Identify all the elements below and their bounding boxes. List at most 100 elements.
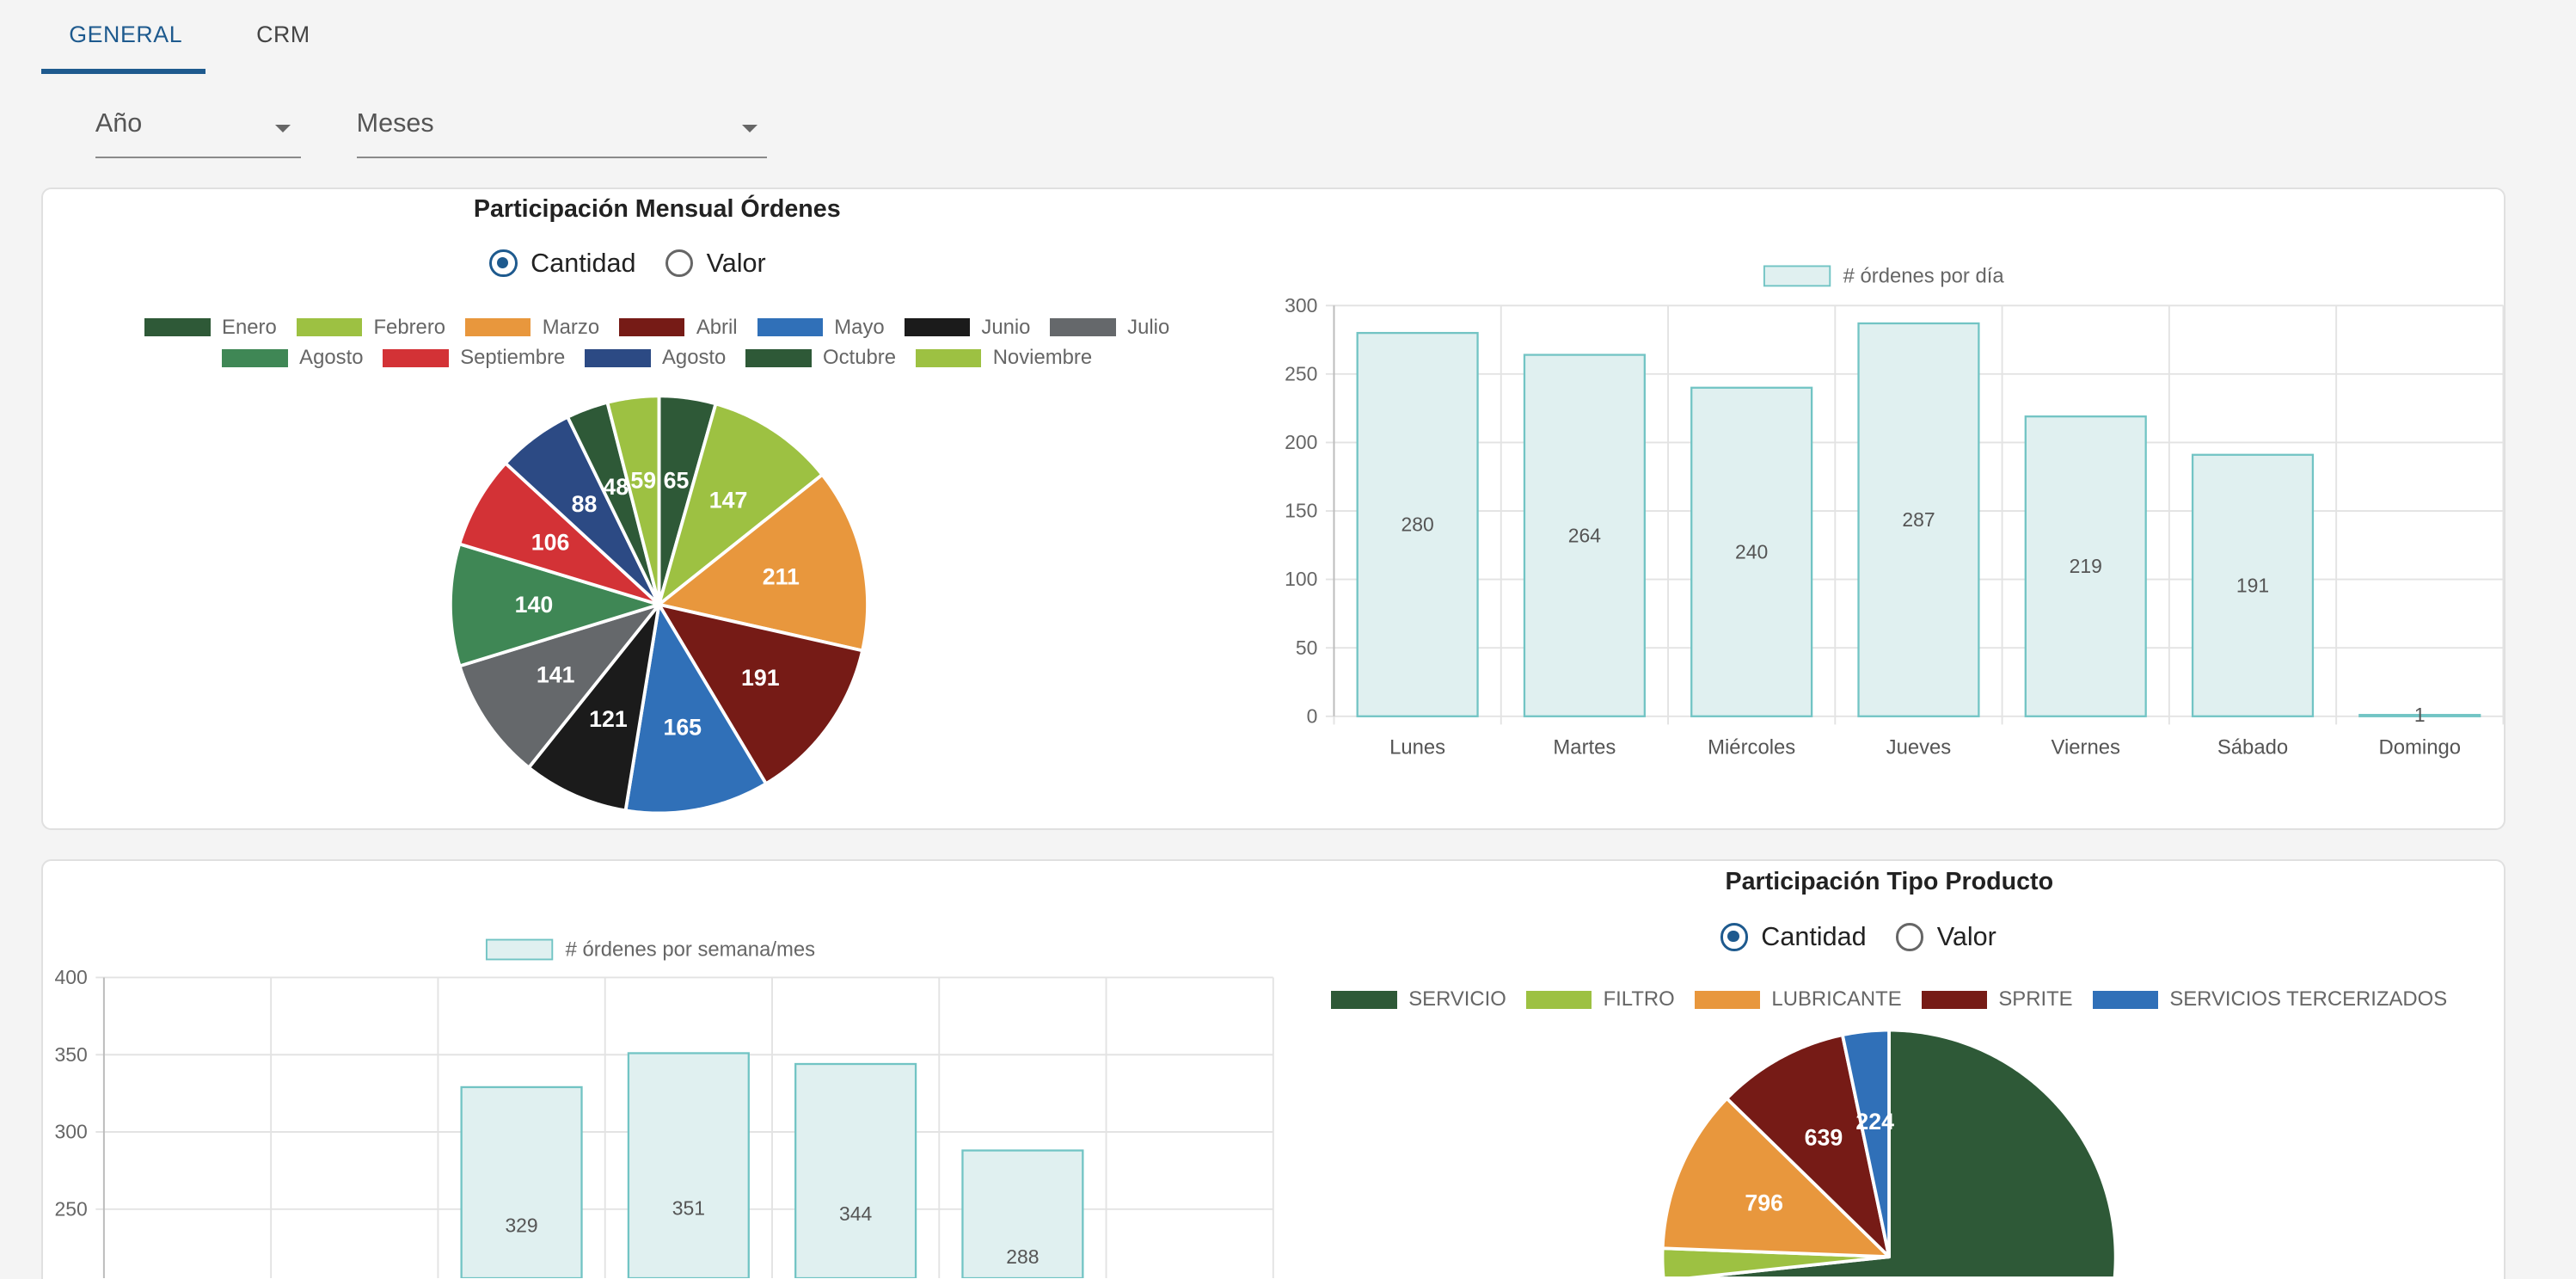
bar-group: 329 351 344 288 bbox=[460, 1052, 1084, 1278]
pie-slice bbox=[1687, 1028, 2118, 1278]
pie-value-label: 147 bbox=[709, 488, 748, 513]
legend-label: Junio bbox=[981, 315, 1031, 339]
pie-value-label: 65 bbox=[664, 468, 690, 494]
legend-item[interactable]: Octubre bbox=[745, 346, 896, 370]
legend-item[interactable]: Marzo bbox=[464, 315, 600, 340]
pie-value-label: 191 bbox=[741, 665, 780, 691]
y-tick-label: 300 bbox=[55, 1121, 88, 1143]
bar-value-label: 287 bbox=[1902, 508, 1935, 531]
y-tick-label: 0 bbox=[1307, 704, 1318, 727]
legend-swatch bbox=[464, 318, 531, 337]
radio-valor[interactable] bbox=[665, 249, 694, 278]
bar bbox=[2191, 453, 2315, 717]
legend-swatch bbox=[1921, 990, 1988, 1009]
bar bbox=[794, 1062, 917, 1278]
legend-item[interactable]: Junio bbox=[904, 315, 1031, 340]
pie-value-label: 165 bbox=[663, 715, 702, 741]
bar bbox=[1690, 386, 1813, 717]
pie2-radio-group: Cantidad Valor bbox=[1720, 922, 1996, 952]
legend-label: Julio bbox=[1127, 315, 1170, 339]
pie-slice bbox=[1840, 1028, 1891, 1259]
legend-label: Agosto bbox=[299, 346, 364, 370]
pie-slice bbox=[657, 402, 825, 606]
pie-value-label: 59 bbox=[630, 467, 656, 493]
bar-value-label: 240 bbox=[1735, 540, 1768, 563]
pie2-legend: SERVICIO FILTRO LUBRICANTE SPRITE SERVICIOS … bbox=[1297, 987, 2481, 1012]
pie-value-label: 211 bbox=[763, 563, 800, 589]
chevron-down-icon bbox=[275, 125, 291, 133]
legend-item[interactable]: LUBRICANTE bbox=[1694, 987, 1902, 1012]
pie-slice bbox=[527, 602, 661, 813]
legend-item[interactable]: Agosto bbox=[585, 346, 726, 370]
legend-label: Abril bbox=[696, 315, 738, 339]
x-tick-label: Miércoles bbox=[1708, 736, 1795, 759]
y-tick-label: 350 bbox=[55, 1043, 88, 1066]
legend-label: Septiembre bbox=[460, 346, 566, 370]
legend-item[interactable]: Mayo bbox=[757, 316, 885, 340]
pie-value-label: 121 bbox=[589, 706, 628, 732]
legend-swatch bbox=[619, 318, 685, 337]
legend-item[interactable]: Abril bbox=[619, 316, 738, 340]
pie-value-label: 639 bbox=[1805, 1124, 1843, 1150]
y-tick-label: 50 bbox=[1296, 636, 1317, 659]
legend-swatch bbox=[144, 318, 211, 337]
tab-crm[interactable]: CRM bbox=[256, 21, 310, 47]
year-select[interactable]: Año bbox=[95, 108, 301, 158]
legend-item[interactable]: Agosto bbox=[222, 346, 364, 370]
legend-label: LUBRICANTE bbox=[1771, 987, 1902, 1012]
bar-value-label: 264 bbox=[1568, 524, 1601, 546]
legend-item[interactable]: Septiembre bbox=[383, 346, 565, 370]
legend-swatch bbox=[222, 348, 288, 367]
bar-value-label: 191 bbox=[2236, 574, 2269, 596]
legend-item[interactable]: Noviembre bbox=[915, 346, 1093, 370]
legend-label: Noviembre bbox=[992, 346, 1093, 370]
legend-item[interactable]: SERVICIOS TERCERIZADOS bbox=[2092, 987, 2447, 1012]
legend-label: Enero bbox=[222, 315, 277, 339]
radio-cantidad-label: Cantidad bbox=[531, 248, 636, 278]
bar bbox=[2358, 714, 2481, 717]
x-tick-label: Viernes bbox=[2051, 736, 2120, 759]
legend-item[interactable]: Julio bbox=[1050, 316, 1169, 340]
pie-value-label: 140 bbox=[515, 592, 554, 618]
pie-slice bbox=[1660, 1097, 1891, 1259]
bar bbox=[1356, 331, 1479, 717]
bar bbox=[627, 1052, 750, 1278]
pie-slice bbox=[448, 542, 661, 668]
pie-value-label: 224 bbox=[1855, 1109, 1894, 1134]
legend-label: FILTRO bbox=[1603, 987, 1675, 1012]
radio-cantidad[interactable] bbox=[489, 249, 518, 278]
bar-value-label: 1 bbox=[2414, 704, 2426, 726]
pie1-radio-group: Cantidad Valor bbox=[489, 248, 766, 279]
pie-slice bbox=[1725, 1033, 1891, 1259]
bar-value-label: 329 bbox=[505, 1214, 537, 1236]
legend-item[interactable]: FILTRO bbox=[1525, 987, 1675, 1012]
x-tick-label: Sábado bbox=[2217, 736, 2288, 759]
x-tick-label: Lunes bbox=[1389, 736, 1445, 759]
legend-swatch bbox=[1763, 265, 1831, 287]
bar-group: 280 264 240 287 219 191 1 bbox=[1356, 322, 2481, 726]
active-tab-indicator bbox=[40, 69, 205, 74]
bar-value-label: 351 bbox=[672, 1197, 705, 1220]
legend-label: Mayo bbox=[834, 315, 885, 339]
legend-item[interactable]: SERVICIO bbox=[1331, 987, 1506, 1012]
legend-item[interactable]: Enero bbox=[144, 316, 277, 340]
y-tick-label: 150 bbox=[1285, 500, 1317, 522]
months-select[interactable]: Meses bbox=[356, 108, 768, 158]
legend-label: Marzo bbox=[542, 315, 600, 339]
pie-slice bbox=[566, 400, 661, 606]
bar bbox=[460, 1085, 583, 1278]
pie-slice bbox=[657, 602, 864, 786]
legend-item[interactable]: SPRITE bbox=[1921, 987, 2073, 1012]
radio-valor[interactable] bbox=[1895, 923, 1924, 951]
pie2-title: Participación Tipo Producto bbox=[1725, 867, 2054, 895]
legend-swatch bbox=[757, 318, 823, 337]
radio-cantidad[interactable] bbox=[1720, 923, 1748, 951]
bar-value-label: 280 bbox=[1401, 513, 1434, 536]
bar-value-label: 344 bbox=[839, 1202, 872, 1225]
tab-general[interactable]: GENERAL bbox=[69, 21, 183, 47]
legend-item[interactable]: Febrero bbox=[296, 316, 445, 340]
radio-valor-label: Valor bbox=[706, 248, 766, 278]
